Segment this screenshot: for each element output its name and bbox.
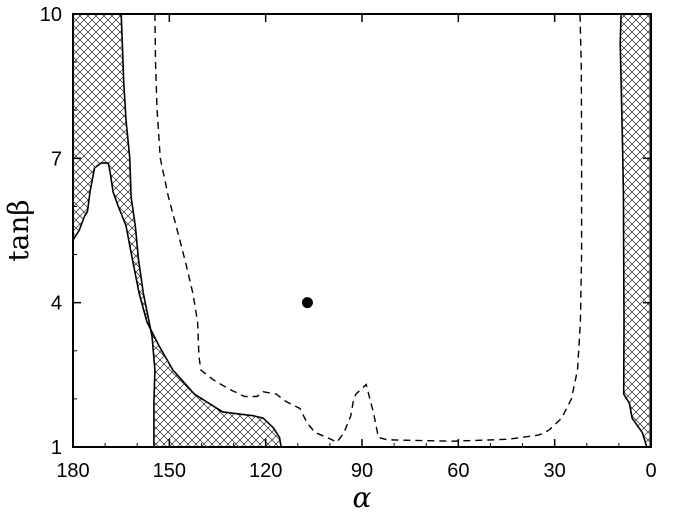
hatched-region-upper-left — [72, 13, 282, 448]
y-axis-label: tanβ — [2, 199, 35, 261]
y-tick-label: 4 — [51, 293, 62, 315]
point-layer — [301, 297, 313, 309]
dashed-contour-layer — [154, 13, 583, 444]
x-axis-ticks: 180 150 120 90 60 30 0 — [56, 14, 657, 482]
y-tick-label: 7 — [51, 148, 62, 170]
data-point — [301, 297, 313, 309]
x-tick-label: 180 — [56, 460, 89, 482]
y-axis-ticks: 1 4 7 10 — [40, 4, 651, 459]
y-tick-label: 1 — [51, 437, 62, 459]
y-tick-label: 10 — [40, 4, 62, 26]
hatched-region-right — [619, 13, 652, 448]
x-tick-label: 120 — [249, 460, 282, 482]
x-tick-label: 60 — [447, 460, 469, 482]
x-tick-label: 30 — [544, 460, 566, 482]
x-tick-label: 150 — [153, 460, 186, 482]
x-tick-label: 90 — [351, 460, 373, 482]
dashed-contour-line — [154, 13, 583, 444]
hatched-regions — [72, 13, 652, 448]
x-axis-label: α — [353, 481, 372, 514]
x-tick-label: 0 — [645, 460, 656, 482]
